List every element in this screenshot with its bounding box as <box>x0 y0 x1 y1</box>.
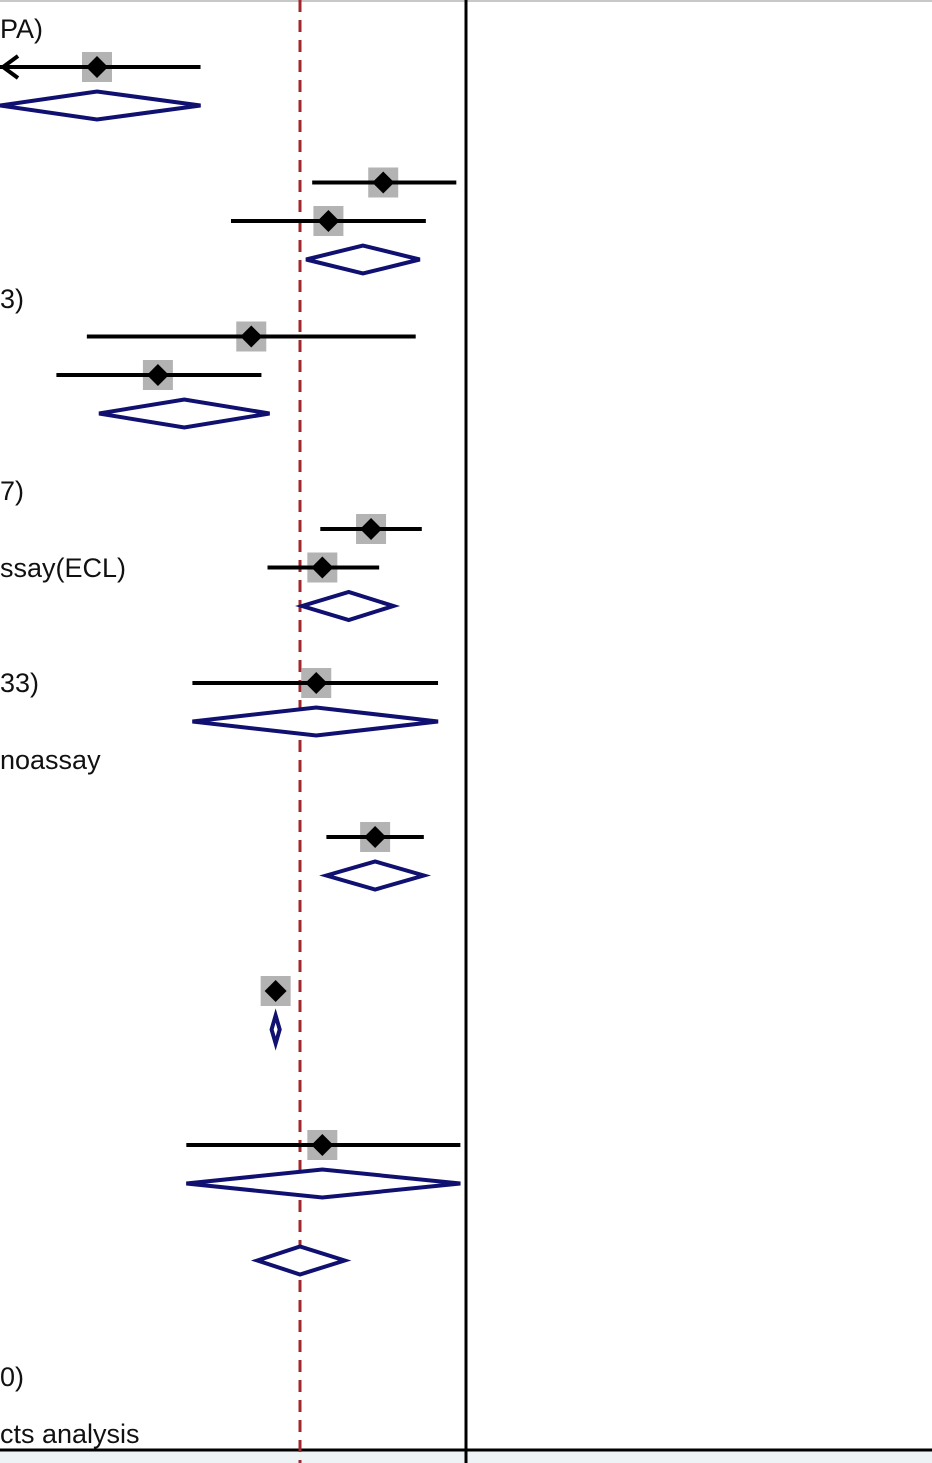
row-label-3: 7) <box>0 476 25 506</box>
study-ci-arrow-0 <box>0 54 20 80</box>
pooled-diamond-7 <box>186 1167 461 1200</box>
study-point-5 <box>360 518 383 540</box>
study-point-2 <box>317 210 340 232</box>
row-label-5: 33) <box>0 668 40 698</box>
row-label-1: PA) <box>0 14 44 44</box>
pooled-diamond-1 <box>305 243 421 276</box>
study-point-10 <box>311 1134 334 1156</box>
study-point-0 <box>86 56 108 78</box>
study-point-4 <box>146 364 169 386</box>
row-label-6: noassay <box>0 745 101 775</box>
pooled-diamond-3 <box>295 589 401 623</box>
study-point-8 <box>364 826 387 848</box>
bottom-panel-right <box>464 1448 932 1463</box>
bottom-panel-left <box>0 1448 468 1463</box>
study-point-1 <box>372 171 395 194</box>
row-label-7: 0) <box>0 1362 25 1392</box>
study-point-3 <box>240 325 263 348</box>
row-label-8: cts analysis <box>0 1419 140 1449</box>
pooled-diamond-6 <box>269 1008 282 1051</box>
study-point-7 <box>305 672 328 694</box>
study-point-6 <box>311 556 334 579</box>
pooled-diamond-4 <box>192 705 439 738</box>
study-point-9 <box>264 980 287 1002</box>
pooled-diamond-0 <box>0 89 201 122</box>
row-label-2: 3) <box>0 284 25 314</box>
forest-marks <box>0 52 461 1277</box>
pooled-diamond-8 <box>250 1244 352 1277</box>
pooled-diamond-5 <box>319 859 432 892</box>
row-label-4: ssay(ECL) <box>0 553 127 583</box>
pooled-diamond-2 <box>98 397 270 430</box>
